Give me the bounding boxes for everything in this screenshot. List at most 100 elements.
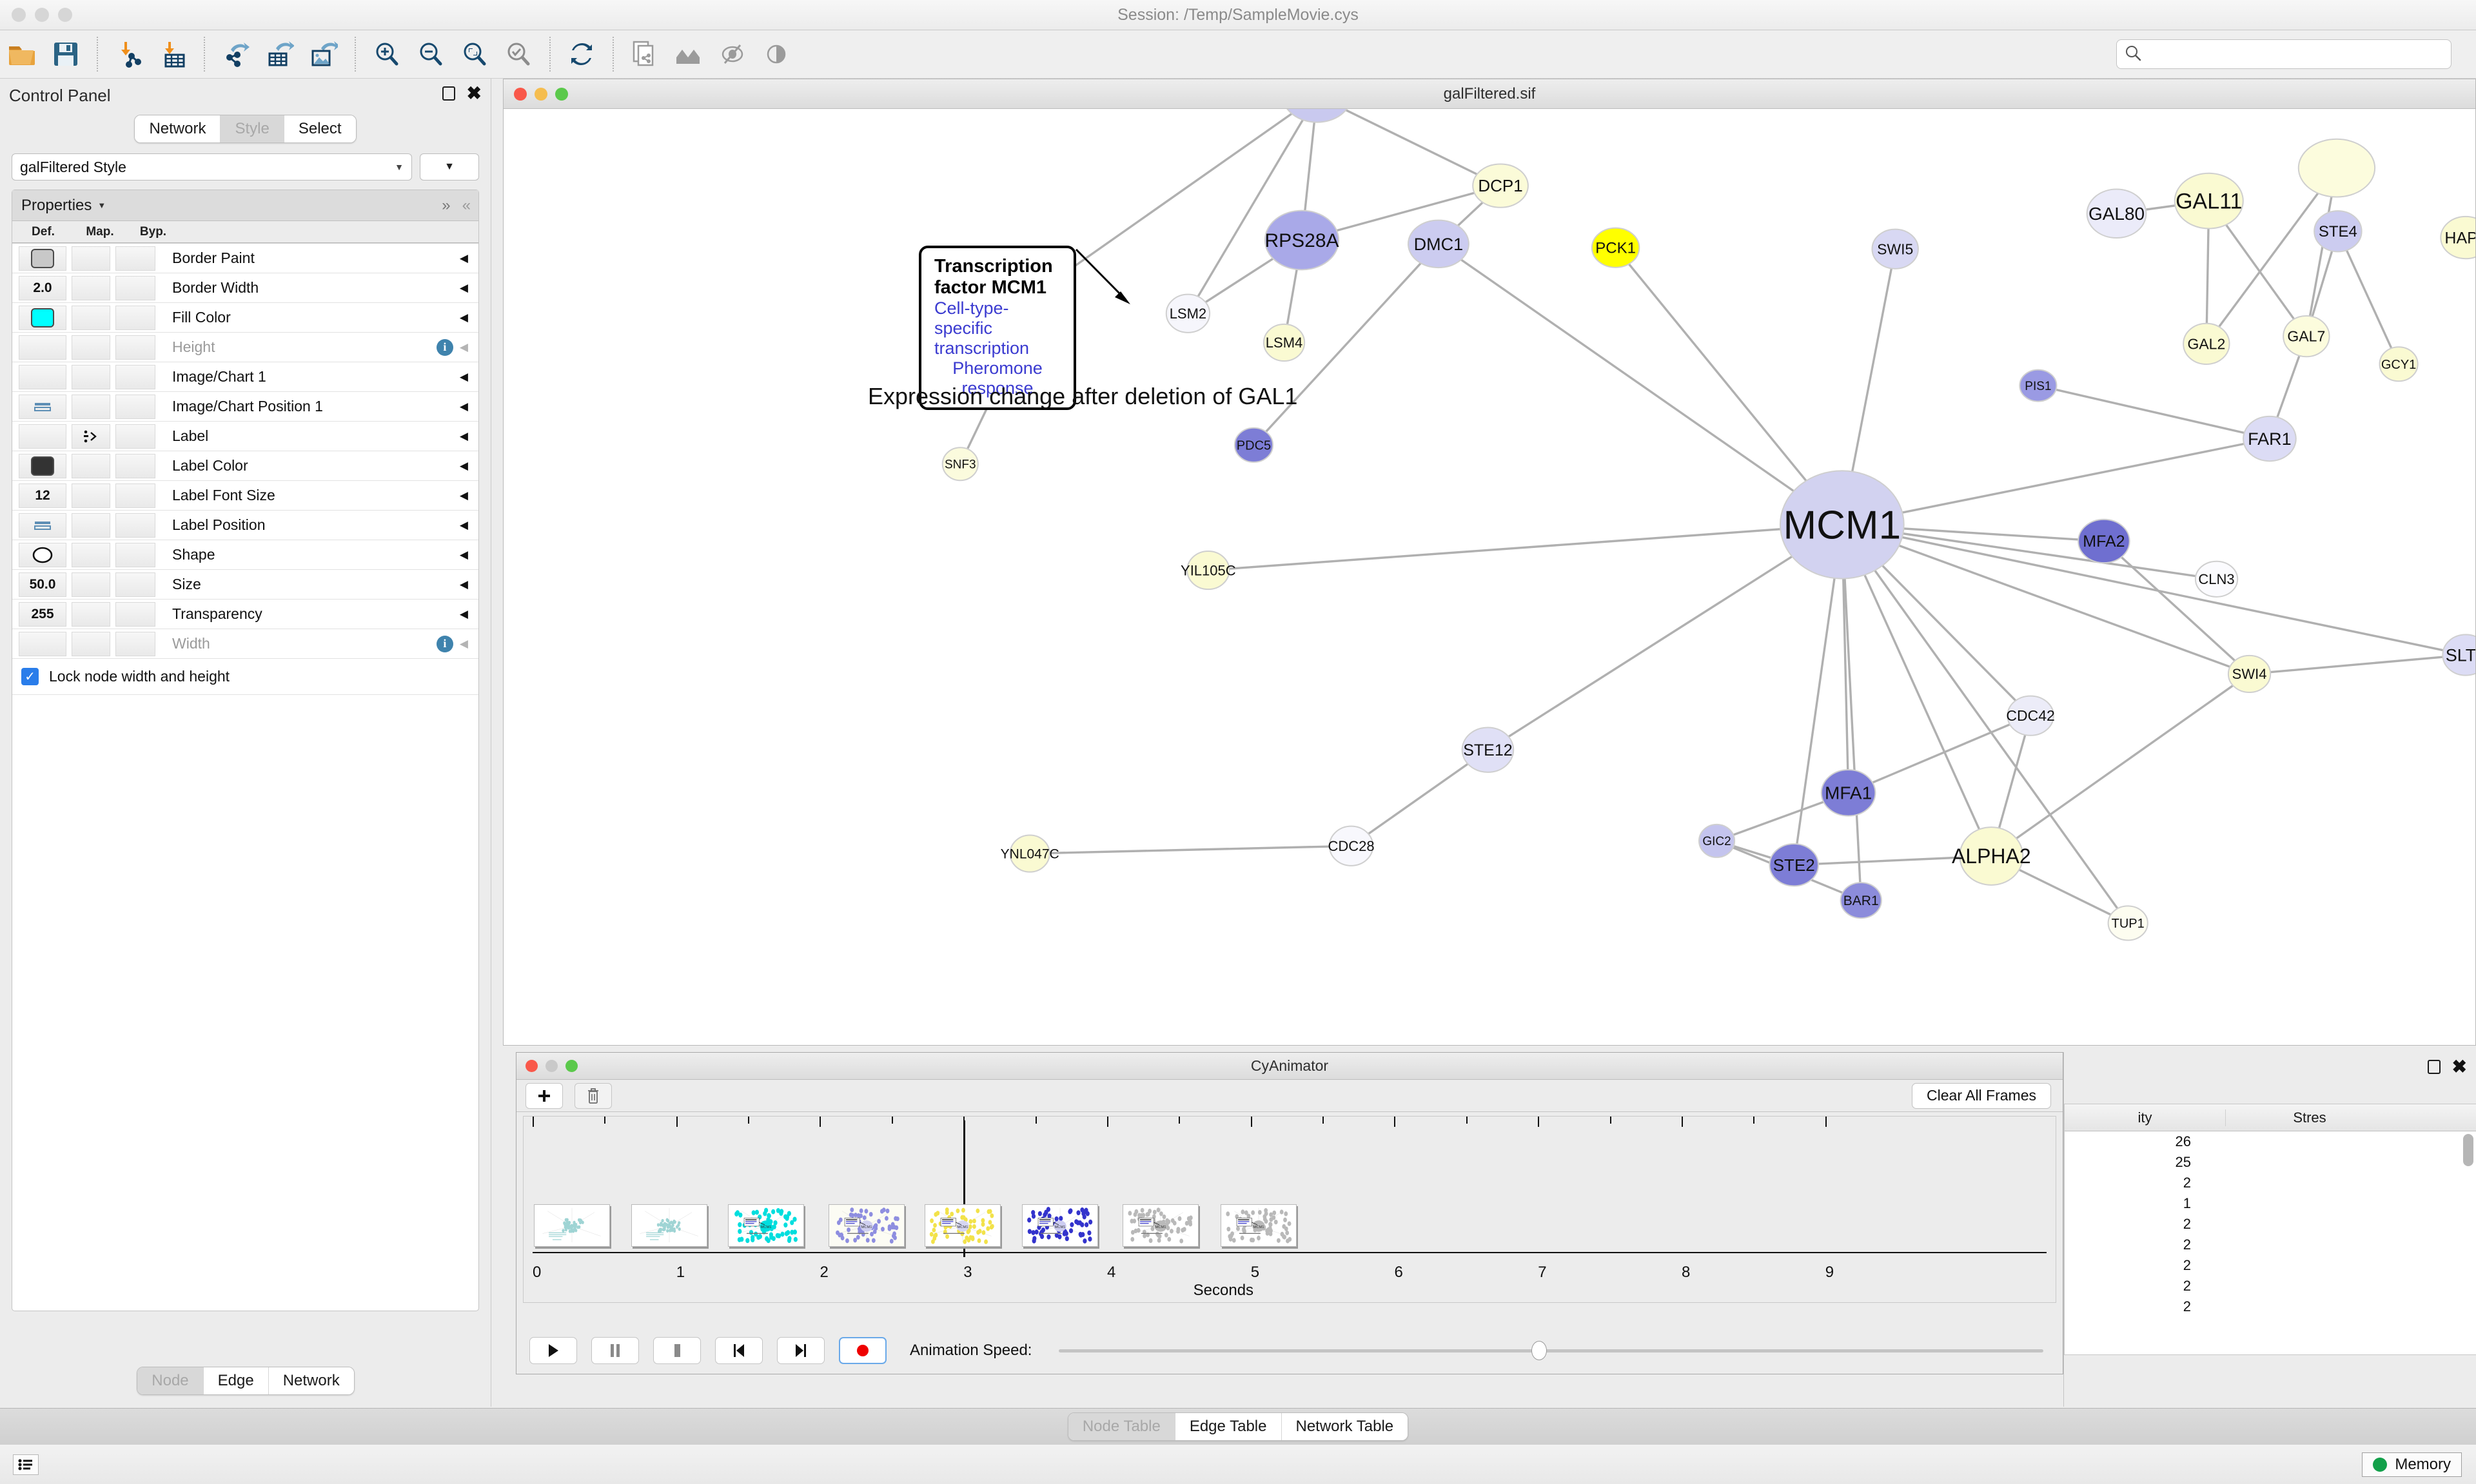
- float-panel-icon[interactable]: [442, 86, 455, 101]
- network-node[interactable]: GAL7: [2283, 315, 2330, 358]
- slider-knob[interactable]: [1531, 1341, 1548, 1360]
- network-node[interactable]: MFA2: [2078, 518, 2130, 564]
- network-edge[interactable]: [1044, 109, 1317, 288]
- network-edge[interactable]: [1030, 845, 1351, 855]
- cyanimator-timeline[interactable]: Seconds: [523, 1116, 2056, 1303]
- delete-frame-button[interactable]: [575, 1082, 612, 1109]
- property-default-cell[interactable]: [19, 305, 66, 330]
- network-edge[interactable]: [1847, 714, 2031, 794]
- property-row[interactable]: Label ◀: [12, 422, 478, 451]
- animation-speed-slider[interactable]: [1059, 1341, 2043, 1360]
- table-row[interactable]: 26: [2065, 1131, 2476, 1152]
- tab-network[interactable]: Network: [135, 115, 221, 142]
- hide-selected-icon[interactable]: [711, 35, 754, 73]
- minimize-network-window-button[interactable]: [535, 87, 547, 101]
- network-edge[interactable]: [1842, 523, 2466, 656]
- network-node[interactable]: GCY1: [2379, 346, 2419, 382]
- network-edge[interactable]: [1615, 247, 1843, 526]
- timeline-frame[interactable]: MCM1: [1022, 1204, 1099, 1247]
- property-default-cell[interactable]: [19, 246, 66, 271]
- tab-edge[interactable]: Edge: [203, 1367, 269, 1394]
- property-default-cell[interactable]: [19, 542, 66, 567]
- zoom-out-icon[interactable]: [409, 35, 453, 73]
- network-node[interactable]: RPS28B: [1280, 109, 1354, 123]
- network-node[interactable]: FAR1: [2243, 415, 2297, 462]
- column-header-ity[interactable]: ity: [2065, 1109, 2226, 1126]
- close-panel-icon[interactable]: ✖: [466, 83, 482, 103]
- network-node[interactable]: TUP1: [2107, 905, 2148, 941]
- network-edge[interactable]: [2038, 384, 2270, 440]
- chevron-down-icon[interactable]: ▼: [97, 200, 106, 210]
- network-node[interactable]: GIC2: [1698, 823, 1736, 858]
- network-edge[interactable]: [1842, 523, 2250, 676]
- property-expand-arrow[interactable]: ◀: [459, 400, 468, 413]
- property-mapping-cell[interactable]: [72, 364, 110, 389]
- property-expand-arrow[interactable]: ◀: [459, 637, 468, 650]
- property-row[interactable]: 255 Transparency ◀: [12, 600, 478, 629]
- network-edge[interactable]: [2205, 167, 2338, 345]
- property-bypass-cell[interactable]: [115, 246, 155, 271]
- export-image-icon[interactable]: [302, 35, 346, 73]
- info-icon[interactable]: i: [436, 338, 453, 356]
- network-edge[interactable]: [2337, 231, 2400, 365]
- property-default-cell[interactable]: [19, 335, 66, 360]
- property-mapping-cell[interactable]: [72, 542, 110, 567]
- float-results-panel-icon[interactable]: [2427, 1060, 2441, 1074]
- cyanimator-traffic-lights[interactable]: [526, 1060, 578, 1072]
- property-mapping-cell[interactable]: [72, 246, 110, 271]
- timeline-frame[interactable]: MCM1: [924, 1204, 1001, 1247]
- info-icon[interactable]: i: [436, 635, 453, 652]
- close-window-button[interactable]: [12, 8, 26, 22]
- network-edge[interactable]: [1990, 673, 2250, 857]
- lock-node-size-row[interactable]: ✓ Lock node width and height: [12, 659, 478, 695]
- network-node[interactable]: DMC1: [1407, 219, 1469, 269]
- property-bypass-cell[interactable]: [115, 453, 155, 478]
- color-swatch[interactable]: [31, 248, 54, 268]
- close-network-window-button[interactable]: [514, 87, 527, 101]
- network-node[interactable]: GAL11: [2174, 172, 2244, 229]
- network-node[interactable]: RPS28A: [1264, 210, 1340, 271]
- property-mapping-cell[interactable]: [72, 601, 110, 627]
- tab-style[interactable]: Style: [221, 115, 284, 142]
- property-bypass-cell[interactable]: [115, 631, 155, 656]
- maximize-cyanimator-button[interactable]: [565, 1060, 578, 1072]
- network-node[interactable]: LSM4: [1263, 323, 1306, 362]
- property-default-cell[interactable]: [19, 631, 66, 656]
- search-input[interactable]: [2147, 46, 2443, 63]
- property-bypass-cell[interactable]: [115, 305, 155, 330]
- tab-node[interactable]: Node: [137, 1367, 204, 1394]
- property-default-cell[interactable]: [19, 364, 66, 389]
- property-expand-arrow[interactable]: ◀: [459, 370, 468, 383]
- property-expand-arrow[interactable]: ◀: [459, 548, 468, 561]
- network-node[interactable]: STE2: [1769, 843, 1819, 887]
- property-expand-arrow[interactable]: ◀: [459, 281, 468, 294]
- close-results-panel-icon[interactable]: ✖: [2451, 1057, 2467, 1077]
- search-box[interactable]: [2116, 39, 2451, 69]
- property-default-cell[interactable]: 50.0: [19, 572, 66, 597]
- network-canvas[interactable]: RPS28B DCP1 RPS28A DMC1 PCK1 SWI5 GAL80 GAL11 ST…: [504, 109, 2475, 1045]
- open-folder-icon[interactable]: [0, 35, 44, 73]
- timeline-frame[interactable]: MCM1: [828, 1204, 905, 1247]
- property-bypass-cell[interactable]: [115, 542, 155, 567]
- network-edge[interactable]: [1841, 523, 2129, 924]
- network-node[interactable]: STE12: [1461, 727, 1515, 773]
- network-node[interactable]: HAP2: [2440, 215, 2475, 260]
- maximize-window-button[interactable]: [58, 8, 72, 22]
- property-bypass-cell[interactable]: [115, 394, 155, 419]
- network-edge[interactable]: [1841, 524, 1862, 901]
- property-row[interactable]: 50.0 Size ◀: [12, 570, 478, 600]
- timeline-frame[interactable]: [631, 1204, 708, 1247]
- network-node[interactable]: SWI5: [1871, 228, 1919, 269]
- property-mapping-cell[interactable]: [72, 513, 110, 538]
- tab-select[interactable]: Select: [284, 115, 356, 142]
- network-node[interactable]: DCP1: [1472, 163, 1529, 208]
- style-select[interactable]: galFiltered Style ▼: [12, 153, 412, 181]
- import-table-icon[interactable]: [151, 35, 195, 73]
- property-bypass-cell[interactable]: [115, 601, 155, 627]
- table-row[interactable]: 2: [2065, 1214, 2476, 1235]
- property-expand-arrow[interactable]: ◀: [459, 251, 468, 264]
- property-mapping-cell[interactable]: [72, 631, 110, 656]
- property-row[interactable]: Image/Chart Position 1 ◀: [12, 392, 478, 422]
- network-node[interactable]: GAL2: [2183, 322, 2230, 365]
- network-graph[interactable]: RPS28B DCP1 RPS28A DMC1 PCK1 SWI5 GAL80 GAL11 ST…: [504, 109, 2475, 1045]
